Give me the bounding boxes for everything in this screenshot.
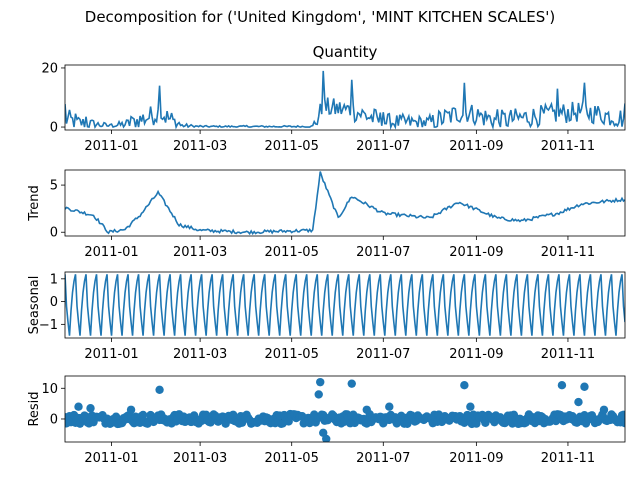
x-tick-label: 2011-01 — [84, 451, 138, 466]
y-axis-label: Trend — [27, 185, 42, 222]
x-tick-label: 2011-09 — [449, 451, 503, 466]
panel-resid: 0 10 2011-01 2011-03 2011-05 2011-07 2011-09 20… — [27, 375, 626, 466]
resid-outlier-point — [316, 377, 325, 387]
x-tick-label: 2011-05 — [265, 139, 319, 154]
resid-outlier-point — [385, 402, 394, 411]
y-tick-label: 1 — [50, 272, 58, 287]
resid-outlier-point — [580, 382, 589, 391]
x-tick-label: 2011-07 — [356, 347, 410, 362]
resid-point — [189, 411, 199, 420]
resid-outlier-point — [126, 405, 136, 414]
y-tick-label: 5 — [50, 179, 58, 194]
x-tick-label: 2011-03 — [173, 245, 227, 260]
x-tick-label: 2011-05 — [265, 245, 319, 260]
y-tick-label: −1 — [39, 318, 58, 333]
y-tick-label: 0 — [50, 412, 58, 427]
x-tick-label: 2011-11 — [541, 347, 595, 362]
x-tick-label: 2011-07 — [356, 451, 410, 466]
x-tick-label: 2011-05 — [265, 347, 319, 362]
x-tick-label: 2011-05 — [265, 451, 319, 466]
resid-outlier-point — [347, 379, 356, 388]
y-tick-label: 0 — [50, 121, 58, 136]
resid-outlier-point — [466, 402, 475, 411]
panel-title: Quantity — [313, 43, 378, 61]
axes-frame-trend — [64, 169, 626, 237]
axes-frame-seasonal — [64, 271, 626, 339]
resid-point — [620, 418, 625, 428]
y-tick-label: 0 — [50, 226, 58, 241]
panel-seasonal: −1 0 1 2011-01 2011-03 2011-05 2011-07 2011-09 2… — [27, 271, 626, 362]
axes-frame-resid — [64, 375, 626, 443]
y-axis-label: Resid — [27, 391, 42, 426]
x-tick-label: 2011-07 — [356, 245, 410, 260]
x-tick-label: 2011-03 — [173, 451, 227, 466]
x-tick-label: 2011-11 — [541, 139, 595, 154]
x-tick-label: 2011-03 — [173, 139, 227, 154]
observed-series-line — [65, 70, 625, 130]
y-tick-label: 10 — [41, 382, 58, 397]
resid-outlier-point — [574, 397, 583, 407]
panel-observed: 0 20 2011-01 2011-03 2011-05 2011-07 2011-09 20… — [41, 43, 626, 154]
resid-point — [619, 410, 625, 419]
resid-outlier-point — [599, 405, 609, 414]
y-tick-label: 0 — [50, 295, 58, 310]
x-tick-label: 2011-09 — [449, 245, 503, 260]
x-tick-label: 2011-07 — [356, 139, 410, 154]
y-tick-label: 20 — [41, 61, 58, 76]
resid-outlier-point — [314, 390, 323, 399]
x-tick-label: 2011-09 — [449, 139, 503, 154]
panel-trend: 0 5 2011-01 2011-03 2011-05 2011-07 2011-09 201… — [27, 169, 626, 260]
resid-outlier-point — [362, 405, 371, 414]
resid-outlier-point — [322, 434, 331, 442]
x-tick-label: 2011-11 — [541, 451, 595, 466]
x-tick-label: 2011-09 — [449, 347, 503, 362]
resid-point — [111, 412, 121, 421]
x-tick-label: 2011-01 — [84, 139, 138, 154]
x-tick-label: 2011-01 — [84, 245, 138, 260]
resid-outlier-point — [74, 402, 83, 411]
resid-outlier-point — [155, 385, 164, 395]
resid-point — [138, 410, 148, 420]
axes-frame-observed — [64, 64, 626, 131]
figure-title: Decomposition for ('United Kingdom', 'MI… — [85, 8, 555, 26]
seasonal-series-line — [65, 274, 625, 336]
resid-outlier-point — [86, 404, 95, 413]
x-tick-label: 2011-03 — [173, 347, 227, 362]
resid-outlier-point — [460, 381, 469, 390]
x-tick-label: 2011-01 — [84, 347, 138, 362]
x-tick-label: 2011-11 — [541, 245, 595, 260]
y-axis-label: Seasonal — [27, 276, 42, 335]
trend-series-line — [65, 171, 625, 236]
resid-outlier-point — [557, 381, 567, 390]
